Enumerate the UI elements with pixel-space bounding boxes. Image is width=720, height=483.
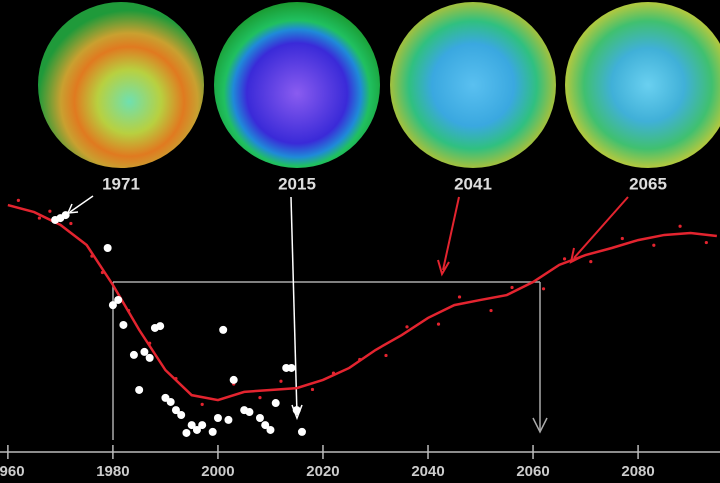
point (436, 322, 441, 326)
point (704, 240, 708, 245)
point (229, 375, 238, 384)
year-label: 1971 (102, 174, 140, 193)
x-tick-label: 2040 (411, 463, 444, 480)
point (145, 353, 154, 362)
point (279, 379, 283, 383)
x-tick-label: 2020 (306, 463, 339, 480)
x-tick-label: 1980 (96, 463, 129, 480)
x-tick-label: 1960 (0, 463, 25, 480)
point (384, 353, 388, 358)
x-tick-label: 2080 (621, 463, 654, 480)
point (182, 428, 191, 437)
point (177, 411, 186, 420)
point (219, 325, 228, 334)
point (166, 397, 175, 406)
point (103, 244, 112, 252)
point (489, 308, 493, 313)
point (297, 427, 306, 436)
point (255, 414, 264, 422)
line (7, 203, 717, 402)
point (589, 260, 593, 264)
point (405, 325, 409, 329)
globe (38, 2, 204, 168)
point (156, 322, 165, 331)
point (198, 421, 207, 430)
point (37, 216, 41, 220)
point (16, 198, 20, 202)
point (127, 308, 131, 313)
point (61, 211, 70, 220)
point (129, 350, 138, 359)
point (310, 387, 315, 392)
point (48, 209, 52, 213)
arrow (69, 195, 94, 213)
globe (214, 2, 380, 168)
point (90, 254, 94, 258)
point (261, 421, 270, 430)
x-tick-label: 2060 (516, 463, 549, 480)
point (140, 347, 149, 356)
point (148, 341, 152, 345)
point (457, 295, 462, 299)
globe (390, 2, 556, 168)
year-label: 2015 (278, 174, 316, 193)
point (358, 357, 362, 362)
point (208, 427, 217, 436)
point (174, 376, 178, 381)
arrow (290, 196, 298, 416)
point (510, 285, 514, 290)
point (171, 406, 180, 415)
point (562, 257, 567, 261)
point (224, 415, 233, 424)
point (114, 295, 123, 304)
point (245, 408, 254, 417)
point (192, 425, 201, 434)
arrow-head (66, 203, 79, 214)
arrow (442, 196, 460, 271)
year-label: 2041 (454, 174, 492, 193)
point (69, 221, 73, 226)
point (331, 371, 336, 375)
point (258, 396, 262, 400)
arrow-head (437, 259, 450, 277)
point (620, 236, 624, 241)
point (213, 414, 222, 422)
point (266, 425, 275, 434)
point (187, 421, 196, 430)
point (135, 385, 144, 394)
arrow-head (532, 417, 548, 434)
point (119, 320, 128, 329)
point (541, 287, 546, 291)
point (287, 363, 296, 372)
point (100, 270, 105, 275)
point (292, 406, 301, 415)
point (652, 243, 656, 247)
x-tick-label: 2000 (201, 463, 234, 480)
year-label: 2065 (629, 174, 667, 193)
globe (565, 2, 720, 168)
point (108, 301, 117, 310)
point (200, 402, 204, 406)
point (678, 224, 682, 228)
arrow (573, 196, 629, 259)
point (271, 399, 280, 408)
